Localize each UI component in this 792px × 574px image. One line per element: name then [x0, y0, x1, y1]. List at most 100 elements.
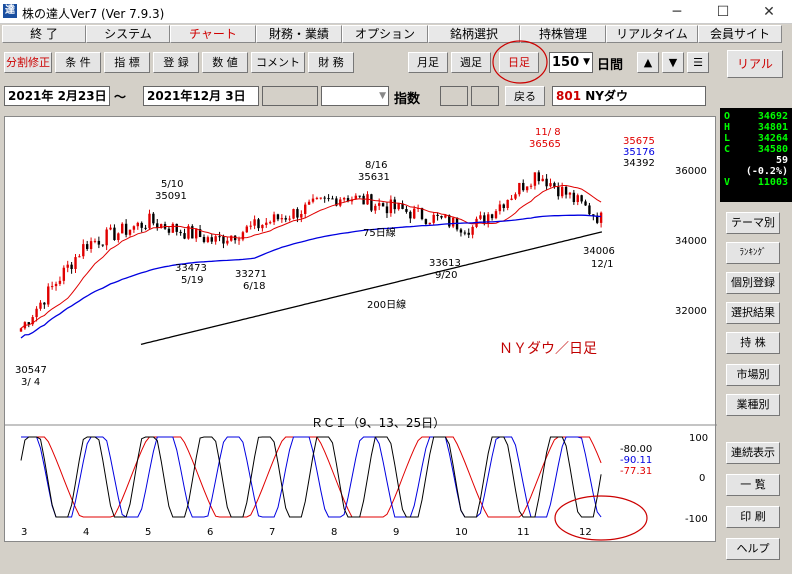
- y-tick: 36000: [675, 166, 707, 177]
- candle-body: [444, 215, 447, 218]
- daily-button[interactable]: 日足: [499, 52, 539, 73]
- candle-body: [276, 214, 280, 220]
- rci-title: ＲＣＩ（9、13、25日）: [311, 416, 445, 430]
- quote-key: C: [724, 144, 731, 155]
- candle-body: [370, 194, 373, 211]
- candle-body: [85, 244, 89, 249]
- individual-register-button[interactable]: 個別登録: [726, 272, 780, 294]
- candle-body: [152, 213, 155, 224]
- ma75-label: 75日線: [363, 226, 396, 239]
- candle-body: [89, 241, 93, 249]
- help-button[interactable]: ヘルプ: [726, 538, 780, 560]
- annotation-value: 33271: [235, 269, 267, 280]
- index-dropdown[interactable]: ▼: [321, 86, 389, 106]
- menu-icon[interactable]: ☰: [687, 52, 709, 73]
- candle-body: [448, 215, 451, 227]
- end-date-field[interactable]: 2021年12月 3日: [143, 86, 259, 106]
- blank-field-3: [471, 86, 499, 106]
- ranking-button[interactable]: ﾗﾝｷﾝｸﾞ: [726, 242, 780, 264]
- close-button[interactable]: ✕: [763, 4, 775, 20]
- candle-body: [109, 227, 112, 230]
- quote-row: L 34264: [724, 133, 788, 144]
- candle-body: [43, 302, 46, 305]
- candle-body: [117, 233, 120, 241]
- chevron-down-icon: ▼: [379, 91, 386, 101]
- candle-body: [545, 178, 548, 187]
- back-button[interactable]: 戻る: [505, 86, 545, 106]
- blank-field-2: [440, 86, 468, 106]
- split-adjust-button[interactable]: 分割修正: [4, 52, 52, 73]
- annotation-date: 3/ 4: [21, 377, 40, 388]
- quote-key: O: [724, 111, 731, 122]
- condition-button[interactable]: 条 件: [55, 52, 101, 73]
- menu-member-site[interactable]: 会員サイト: [698, 25, 782, 43]
- minimize-button[interactable]: ─: [672, 4, 682, 20]
- candle-body: [506, 199, 509, 208]
- comment-button[interactable]: コメント: [251, 52, 305, 73]
- rci-25-line: [21, 436, 602, 518]
- market-button[interactable]: 市場別: [726, 364, 780, 386]
- right-panel: O 34692 H 34801 L 34264 C 34580 59 (-0.2%) V 11003 …: [720, 108, 792, 574]
- candle-body: [323, 197, 326, 199]
- menu-system[interactable]: システム: [86, 25, 170, 43]
- menu-stock-select[interactable]: 銘柄選択: [428, 25, 520, 43]
- menu-bar: 終 了 システム チャート 財務・業績 オプション 銘柄選択 持株管理 リアルタ…: [0, 24, 792, 44]
- start-date-field[interactable]: 2021年 2月23日: [4, 86, 110, 106]
- down-arrow-button[interactable]: ▼: [662, 52, 684, 73]
- candle-body: [268, 222, 272, 224]
- menu-chart[interactable]: チャート: [170, 25, 256, 43]
- candle-body: [432, 214, 435, 223]
- candle-body: [451, 217, 455, 227]
- candle-body: [97, 240, 101, 245]
- title-bar: 達 株の達人Ver7 (Ver 7.9.3) ─ ☐ ✕: [0, 0, 792, 24]
- quote-value: 34264: [757, 133, 788, 144]
- candle-body: [300, 213, 303, 218]
- selection-result-button[interactable]: 選択結果: [726, 302, 780, 324]
- chart-title: ＮＹダウ／日足: [499, 341, 597, 357]
- period-select[interactable]: 150 ▼: [549, 52, 593, 73]
- candle-body: [514, 194, 517, 199]
- finance-button[interactable]: 財 務: [308, 52, 354, 73]
- maximize-button[interactable]: ☐: [716, 4, 730, 20]
- quote-row: H 34801: [724, 122, 788, 133]
- quote-row: V 11003: [724, 177, 788, 188]
- weekly-button[interactable]: 週足: [451, 52, 491, 73]
- up-arrow-button[interactable]: ▲: [637, 52, 659, 73]
- menu-realtime[interactable]: リアルタイム: [606, 25, 698, 43]
- realtime-button[interactable]: リアル: [727, 50, 783, 78]
- candle-body: [121, 223, 124, 234]
- theme-button[interactable]: テーマ別: [726, 212, 780, 234]
- menu-options[interactable]: オプション: [342, 25, 428, 43]
- candle-body: [74, 257, 77, 269]
- index-label: 指数: [394, 92, 421, 107]
- industry-button[interactable]: 業種別: [726, 394, 780, 416]
- candle-body: [261, 224, 264, 229]
- candle-body: [136, 222, 139, 227]
- candle-body: [31, 317, 34, 325]
- candle-body: [202, 236, 206, 242]
- candle-body: [522, 182, 525, 191]
- print-button[interactable]: 印 刷: [726, 506, 780, 528]
- annotation-date: 6/18: [243, 281, 265, 292]
- value-button[interactable]: 数 値: [202, 52, 248, 73]
- register-button[interactable]: 登 録: [153, 52, 199, 73]
- candle-body: [440, 215, 443, 218]
- stock-code-field[interactable]: 801 NYダウ: [552, 86, 706, 106]
- window-title: 株の達人Ver7 (Ver 7.9.3): [22, 7, 165, 21]
- holdings-button[interactable]: 持 株: [726, 332, 780, 354]
- candle-body: [358, 195, 361, 197]
- candle-body: [541, 178, 544, 182]
- price-chart[interactable]: 35675 35176 34392 36000 34000 32000 3054…: [5, 117, 717, 543]
- month-label: 4: [83, 527, 89, 538]
- rci-9-line: [20, 436, 602, 518]
- menu-holdings[interactable]: 持株管理: [520, 25, 606, 43]
- menu-finance[interactable]: 財務・業績: [256, 25, 342, 43]
- list-button[interactable]: 一 覧: [726, 474, 780, 496]
- menu-exit[interactable]: 終 了: [2, 25, 86, 43]
- chart-panel[interactable]: 35675 35176 34392 36000 34000 32000 3054…: [4, 116, 717, 543]
- continuous-display-button[interactable]: 連続表示: [726, 442, 780, 464]
- monthly-button[interactable]: 月足: [408, 52, 448, 73]
- indicator-button[interactable]: 指 標: [104, 52, 150, 73]
- candle-body: [374, 205, 377, 211]
- annotation-date: 11/ 8: [535, 127, 561, 138]
